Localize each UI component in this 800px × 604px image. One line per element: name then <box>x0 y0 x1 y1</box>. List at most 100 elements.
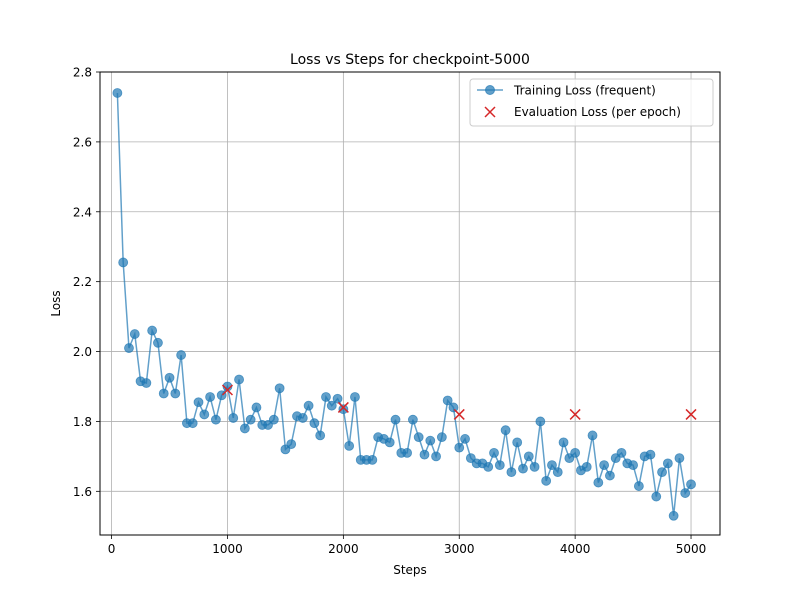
training-loss-point <box>274 383 285 394</box>
x-tick-label: 5000 <box>676 542 707 556</box>
eval-loss-point <box>569 408 581 420</box>
y-tick-label: 2.2 <box>73 275 92 289</box>
chart-title: Loss vs Steps for checkpoint-5000 <box>290 52 530 68</box>
training-loss-point <box>407 414 418 425</box>
training-loss-point <box>112 88 123 98</box>
training-loss-point <box>506 467 517 478</box>
eval-loss-point <box>337 401 349 413</box>
x-tick-label: 0 <box>108 542 116 556</box>
training-loss-point <box>489 447 499 458</box>
eval-loss-point-stroke <box>337 401 349 413</box>
training-loss-point <box>668 510 679 521</box>
training-loss-point <box>158 388 169 399</box>
training-loss-point <box>176 350 187 360</box>
training-loss-point <box>344 440 355 451</box>
eval-loss-point-stroke <box>685 408 697 420</box>
training-loss-point <box>147 325 158 336</box>
training-loss-point <box>633 481 644 491</box>
training-loss-point <box>210 414 221 425</box>
training-loss-point <box>431 451 441 462</box>
x-axis-label: Steps <box>393 563 427 577</box>
training-loss-point <box>436 432 447 443</box>
x-tick-label: 2000 <box>328 542 359 556</box>
training-loss-point <box>390 414 401 425</box>
eval-loss-point-stroke <box>221 384 234 396</box>
training-loss-point <box>581 461 592 472</box>
training-loss-point <box>321 392 331 402</box>
training-loss-point <box>593 477 604 488</box>
training-loss-point <box>124 343 134 353</box>
training-loss-point <box>338 404 349 415</box>
training-loss-point <box>645 449 656 460</box>
training-loss-point <box>205 392 215 402</box>
training-loss-point <box>587 430 598 441</box>
training-loss-point <box>118 257 129 268</box>
training-loss-point <box>297 413 308 423</box>
training-loss-point <box>523 451 534 462</box>
training-loss-point <box>286 439 297 450</box>
training-loss-point <box>419 449 430 460</box>
y-axis-label: Loss <box>49 290 63 316</box>
y-tick-label: 2.0 <box>73 345 92 359</box>
axes: 0 1000 2000 3000 4000 5000 1.6 1.8 2.0 2.2 2.4 2.6 2… <box>73 66 706 557</box>
training-loss-point <box>674 453 685 464</box>
legend-eval-label: Evaluation Loss (per epoch) <box>514 105 681 119</box>
training-loss-point <box>494 460 505 471</box>
training-loss-point <box>454 442 465 453</box>
training-loss-point <box>518 463 528 474</box>
training-loss-point <box>384 437 395 448</box>
training-loss-point <box>350 392 360 402</box>
training-loss-point <box>141 378 152 388</box>
training-loss-point <box>153 337 163 348</box>
training-loss-point <box>251 402 262 413</box>
legend: Training Loss (frequent) Evaluation Loss… <box>469 78 714 127</box>
x-tick-label: 1000 <box>212 542 243 556</box>
training-loss-point <box>332 393 343 404</box>
training-loss-point <box>199 409 210 420</box>
training-loss-point <box>367 454 378 465</box>
training-loss-point <box>500 425 511 436</box>
eval-loss-point <box>453 408 465 420</box>
y-tick-label: 2.6 <box>73 135 92 149</box>
training-loss-point <box>616 447 627 458</box>
training-loss-point <box>605 470 615 481</box>
eval-loss-point-stroke <box>569 408 581 420</box>
training-loss-point <box>483 461 494 472</box>
training-loss-point <box>541 475 552 486</box>
training-loss-point <box>245 414 256 425</box>
eval-loss-point <box>685 408 697 420</box>
grid <box>100 71 720 535</box>
y-tick-label: 1.8 <box>73 415 92 429</box>
legend-frame <box>469 78 714 127</box>
eval-loss-point-stroke <box>453 408 465 420</box>
training-loss-point <box>529 461 540 472</box>
training-loss-point <box>129 329 140 339</box>
training-loss-point <box>309 418 320 429</box>
training-loss-point <box>512 437 523 448</box>
training-loss-point <box>599 460 610 471</box>
x-tick-label: 4000 <box>560 542 591 556</box>
training-loss-point <box>628 460 638 471</box>
training-loss-point <box>164 372 175 383</box>
training-loss-point <box>402 447 413 458</box>
training-loss-point <box>268 414 279 425</box>
training-loss-point <box>228 413 239 423</box>
y-tick-label: 2.8 <box>73 66 92 80</box>
legend-training-marker <box>485 85 495 95</box>
training-loss-point <box>187 418 198 429</box>
training-loss-point <box>425 435 436 446</box>
series-layer <box>112 88 697 521</box>
y-tick-label: 1.6 <box>73 485 92 499</box>
training-loss-point <box>442 395 453 406</box>
training-loss-point <box>234 374 244 385</box>
training-loss-point <box>651 491 662 502</box>
training-loss-point <box>547 460 557 471</box>
training-loss-point <box>326 400 337 411</box>
training-loss-point <box>193 397 204 408</box>
x-tick-label: 3000 <box>444 542 475 556</box>
y-tick-label: 2.4 <box>73 205 92 219</box>
training-loss-point <box>552 467 563 478</box>
training-loss-point <box>170 388 181 399</box>
training-loss-point <box>686 479 696 490</box>
